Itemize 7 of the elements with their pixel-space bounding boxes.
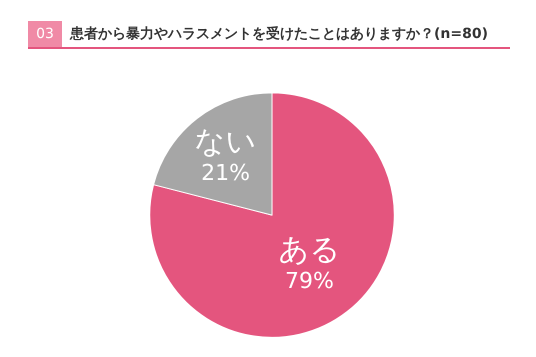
- text: 03: [28, 21, 62, 47]
- data-label: 79%: [285, 269, 334, 294]
- pie-slice: [149, 92, 395, 338]
- data-label: 21%: [201, 160, 250, 186]
- slice-label: ある: [278, 232, 340, 268]
- slice-label: ない: [194, 124, 257, 160]
- chart-title: 患者から暴力やハラスメントを受けたことはありますか？(n=80): [70, 25, 488, 43]
